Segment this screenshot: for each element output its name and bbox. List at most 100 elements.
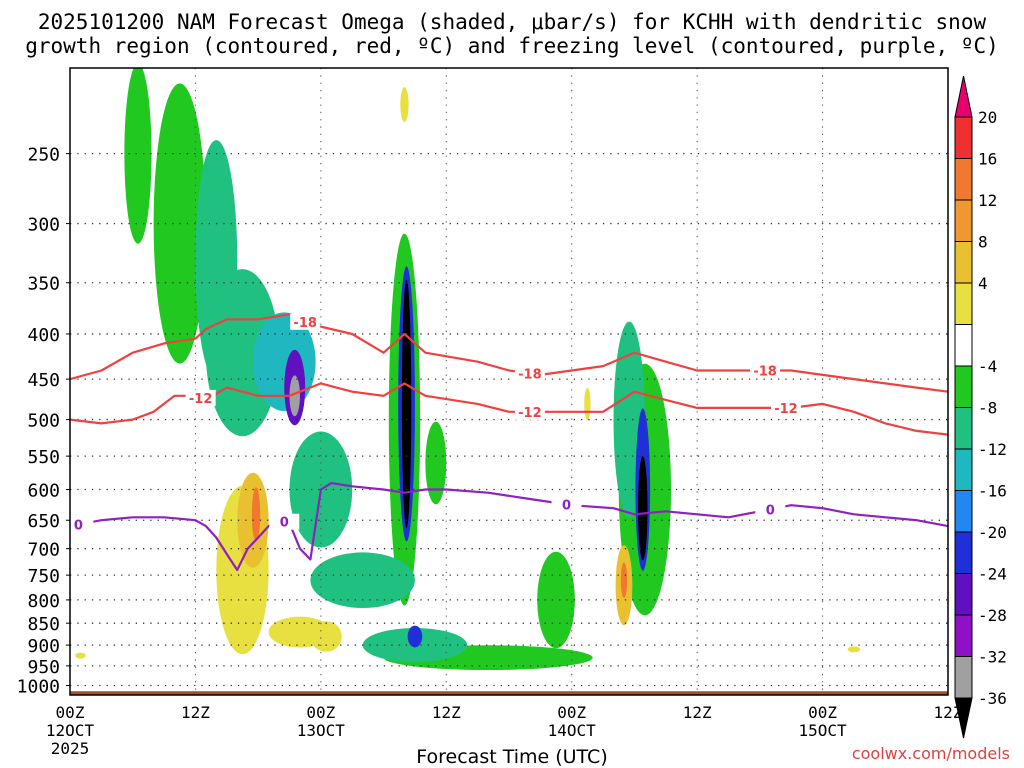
contour-label: -18 xyxy=(753,365,777,380)
colorbar-swatch xyxy=(954,365,973,408)
x-axis-title: Forecast Time (UTC) xyxy=(416,746,608,768)
colorbar-label: -4 xyxy=(978,357,997,376)
omega-cell-4 xyxy=(584,387,591,420)
y-tick-label: 400 xyxy=(27,325,60,346)
omega-cell-31 xyxy=(638,456,648,561)
y-tick-label: 300 xyxy=(27,215,60,236)
colorbar-label: -20 xyxy=(978,523,1007,542)
colorbar-label: -24 xyxy=(978,565,1007,584)
colorbar-swatch xyxy=(954,158,973,201)
colorbar-label: -16 xyxy=(978,482,1007,501)
contour-label: -18 xyxy=(293,316,317,331)
x-tick-label: 12Z xyxy=(181,703,210,722)
contour-label: -12 xyxy=(774,402,798,417)
colorbar-label: 20 xyxy=(978,108,997,127)
colorbar-bottom-arrow xyxy=(954,697,973,739)
omega-cell-2 xyxy=(310,621,342,652)
contour-line-0 xyxy=(70,482,948,572)
y-tick-label: 650 xyxy=(27,511,60,532)
chart-title-line-2: growth region (contoured, red, ºC) and f… xyxy=(25,34,999,58)
x-tick-label: 13OCT xyxy=(297,721,346,740)
y-tick-label: 450 xyxy=(27,370,60,391)
x-tick-label: 12Z xyxy=(432,703,461,722)
colorbar-swatch xyxy=(954,199,973,242)
chart-title-line-1: 2025101200 NAM Forecast Omega (shaded, μ… xyxy=(37,10,987,34)
x-tick-label: 12Z xyxy=(683,703,712,722)
omega-cell-6 xyxy=(75,652,86,659)
x-tick-label: 15OCT xyxy=(798,721,847,740)
contour-line--18 xyxy=(70,313,948,393)
contour-label: -12 xyxy=(189,392,213,407)
colorbar-label: 4 xyxy=(978,274,988,293)
contour-label-bg xyxy=(185,389,216,406)
x-tick-label: 00Z xyxy=(808,703,837,722)
x-tick-label: 12OCT xyxy=(46,721,95,740)
colorbar-label: -12 xyxy=(978,440,1007,459)
colorbar-swatch xyxy=(954,448,973,491)
contour-label: 0 xyxy=(562,498,571,513)
y-tick-label: 700 xyxy=(27,540,60,561)
colorbar: 20 16 12 8 4 -4 -8 -12 -16 -20 -24 -28 -32 -36 xyxy=(954,75,1007,739)
colorbar-label: 16 xyxy=(978,150,997,169)
omega-cell-12 xyxy=(537,551,575,649)
omega-cell-5 xyxy=(847,646,861,653)
contour-label-bg xyxy=(514,403,545,420)
colorbar-label: -36 xyxy=(978,689,1007,708)
contour-label-bg xyxy=(750,362,781,379)
y-tick-label: 800 xyxy=(27,591,60,612)
omega-cell-30 xyxy=(401,279,412,528)
contour-label-bg xyxy=(514,365,545,382)
colorbar-top-arrow xyxy=(954,75,973,118)
contour-label: -12 xyxy=(518,406,542,421)
colorbar-swatch xyxy=(954,324,973,367)
x-tick-label: 00Z xyxy=(306,703,335,722)
y-tick-label: 850 xyxy=(27,614,60,635)
omega-cell-29 xyxy=(289,375,300,417)
contour-label-bg xyxy=(755,501,786,518)
plot-frame xyxy=(69,67,949,696)
y-tick-label: 600 xyxy=(27,481,60,502)
colorbar-swatch xyxy=(954,407,973,450)
colorbar-swatch xyxy=(954,531,973,574)
omega-cell-23 xyxy=(251,487,261,542)
contour-label: 0 xyxy=(766,503,775,518)
colorbar-label: 8 xyxy=(978,233,988,252)
contour-label-bg xyxy=(269,513,300,530)
colorbar-label: -28 xyxy=(978,606,1007,625)
colorbar-swatch xyxy=(954,614,973,657)
omega-cell-19 xyxy=(310,552,415,609)
contour-label-bg xyxy=(290,313,321,330)
y-tick-label: 550 xyxy=(27,447,60,468)
colorbar-swatch xyxy=(954,490,973,533)
colorbar-swatch xyxy=(954,116,973,159)
omega-cell-24 xyxy=(620,562,628,598)
colorbar-swatch xyxy=(954,241,973,284)
y-tick-label: 750 xyxy=(27,566,60,587)
terrain-fill xyxy=(70,691,948,695)
contour-label-bg xyxy=(551,496,582,513)
colorbar-swatch xyxy=(954,656,973,699)
omega-cell-3 xyxy=(400,87,409,123)
colorbar-swatch xyxy=(954,282,973,325)
x-tick-label: 00Z xyxy=(557,703,586,722)
contour-label: 0 xyxy=(74,519,83,534)
y-tick-label: 250 xyxy=(27,145,60,166)
contour-label: 0 xyxy=(280,516,289,531)
y-tick-label: 950 xyxy=(27,657,60,678)
x-tick-label: 12Z xyxy=(934,703,963,722)
contour-label-bg xyxy=(63,516,94,533)
contour-label-bg xyxy=(770,399,801,416)
omega-shading xyxy=(75,68,861,671)
contour-lines xyxy=(70,313,948,572)
colorbar-label: -8 xyxy=(978,399,997,418)
colorbar-label: 12 xyxy=(978,191,997,210)
omega-cell-11 xyxy=(425,421,447,505)
colorbar-label: -32 xyxy=(978,648,1007,667)
y-tick-label: 500 xyxy=(27,411,60,432)
gridlines xyxy=(69,68,949,695)
colorbar-swatch xyxy=(954,573,973,616)
y-tick-label: 350 xyxy=(27,274,60,295)
omega-cell-17 xyxy=(205,269,280,437)
omega-cell-7 xyxy=(124,68,152,244)
